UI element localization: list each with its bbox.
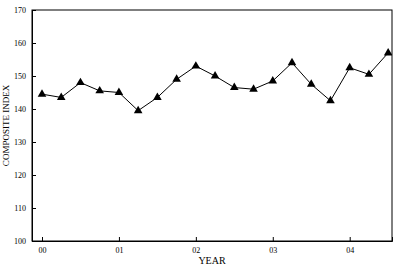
marker: [38, 89, 47, 96]
x-tick-mark: [350, 237, 351, 241]
y-axis: 100 110 120 130 140 150 160 170: [14, 6, 36, 246]
x-tick: 03: [269, 237, 277, 255]
x-tick: 02: [192, 237, 200, 255]
marker: [95, 86, 104, 93]
x-axis: 00 01 02 03 04: [33, 237, 393, 255]
y-axis-line: [33, 11, 37, 242]
x-axis-title: YEAR: [198, 255, 226, 266]
y-tick: 140: [14, 105, 36, 114]
marker: [134, 106, 143, 113]
y-tick-label: 120: [14, 171, 26, 180]
marker: [288, 58, 297, 65]
marker: [345, 63, 354, 70]
x-axis-line: [33, 237, 393, 242]
y-tick: 120: [14, 171, 36, 180]
marker: [307, 79, 316, 86]
x-tick-mark: [196, 237, 197, 241]
plot: 100 110 120 130 140 150 160 170 00 01 02 03 04: [14, 6, 393, 255]
y-tick-mark: [32, 109, 36, 110]
y-tick-label: 110: [14, 204, 26, 213]
y-tick-label: 160: [14, 39, 26, 48]
x-tick-mark: [273, 237, 274, 241]
y-tick: 150: [14, 72, 36, 81]
y-tick-mark: [32, 175, 36, 176]
x-tick-label: 01: [115, 246, 123, 255]
y-tick-label: 170: [14, 6, 26, 15]
x-tick-mark: [42, 237, 43, 241]
marker: [326, 96, 335, 103]
y-tick: 110: [14, 204, 36, 213]
data-layer: [38, 48, 392, 113]
y-tick-mark: [32, 142, 36, 143]
y-tick: 130: [14, 138, 36, 147]
marker: [76, 78, 85, 85]
x-tick-label: 02: [192, 246, 200, 255]
marker: [211, 71, 220, 78]
marker: [153, 92, 162, 99]
y-tick: 170: [14, 6, 36, 15]
y-tick-label: 140: [14, 105, 26, 114]
marker: [230, 83, 239, 90]
x-tick-label: 04: [346, 246, 354, 255]
x-tick-mark: [119, 237, 120, 241]
y-tick-label: 150: [14, 72, 26, 81]
x-tick-label: 03: [269, 246, 277, 255]
y-tick-label: 130: [14, 138, 26, 147]
chart: 100 110 120 130 140 150 160 170 00 01 02 03 04 YEAR CO…: [0, 0, 398, 266]
x-tick: 04: [346, 237, 354, 255]
y-tick-mark: [32, 76, 36, 77]
y-tick-label: 100: [14, 237, 26, 246]
line: [42, 53, 388, 111]
y-tick: 160: [14, 39, 36, 48]
x-tick: 00: [39, 237, 47, 255]
x-tick: 01: [115, 237, 123, 255]
marker: [365, 69, 374, 76]
plot-frame: [32, 10, 392, 241]
y-tick-mark: [32, 10, 36, 11]
x-tick-label: 00: [39, 246, 47, 255]
marker: [115, 88, 124, 95]
marker: [192, 61, 201, 68]
y-tick-mark: [32, 208, 36, 209]
marker: [172, 74, 181, 81]
marker: [249, 84, 258, 91]
marker: [384, 48, 392, 55]
marker: [268, 76, 277, 83]
y-tick-mark: [32, 43, 36, 44]
y-axis-title: COMPOSITE INDEX: [1, 84, 11, 166]
marker: [57, 92, 66, 99]
